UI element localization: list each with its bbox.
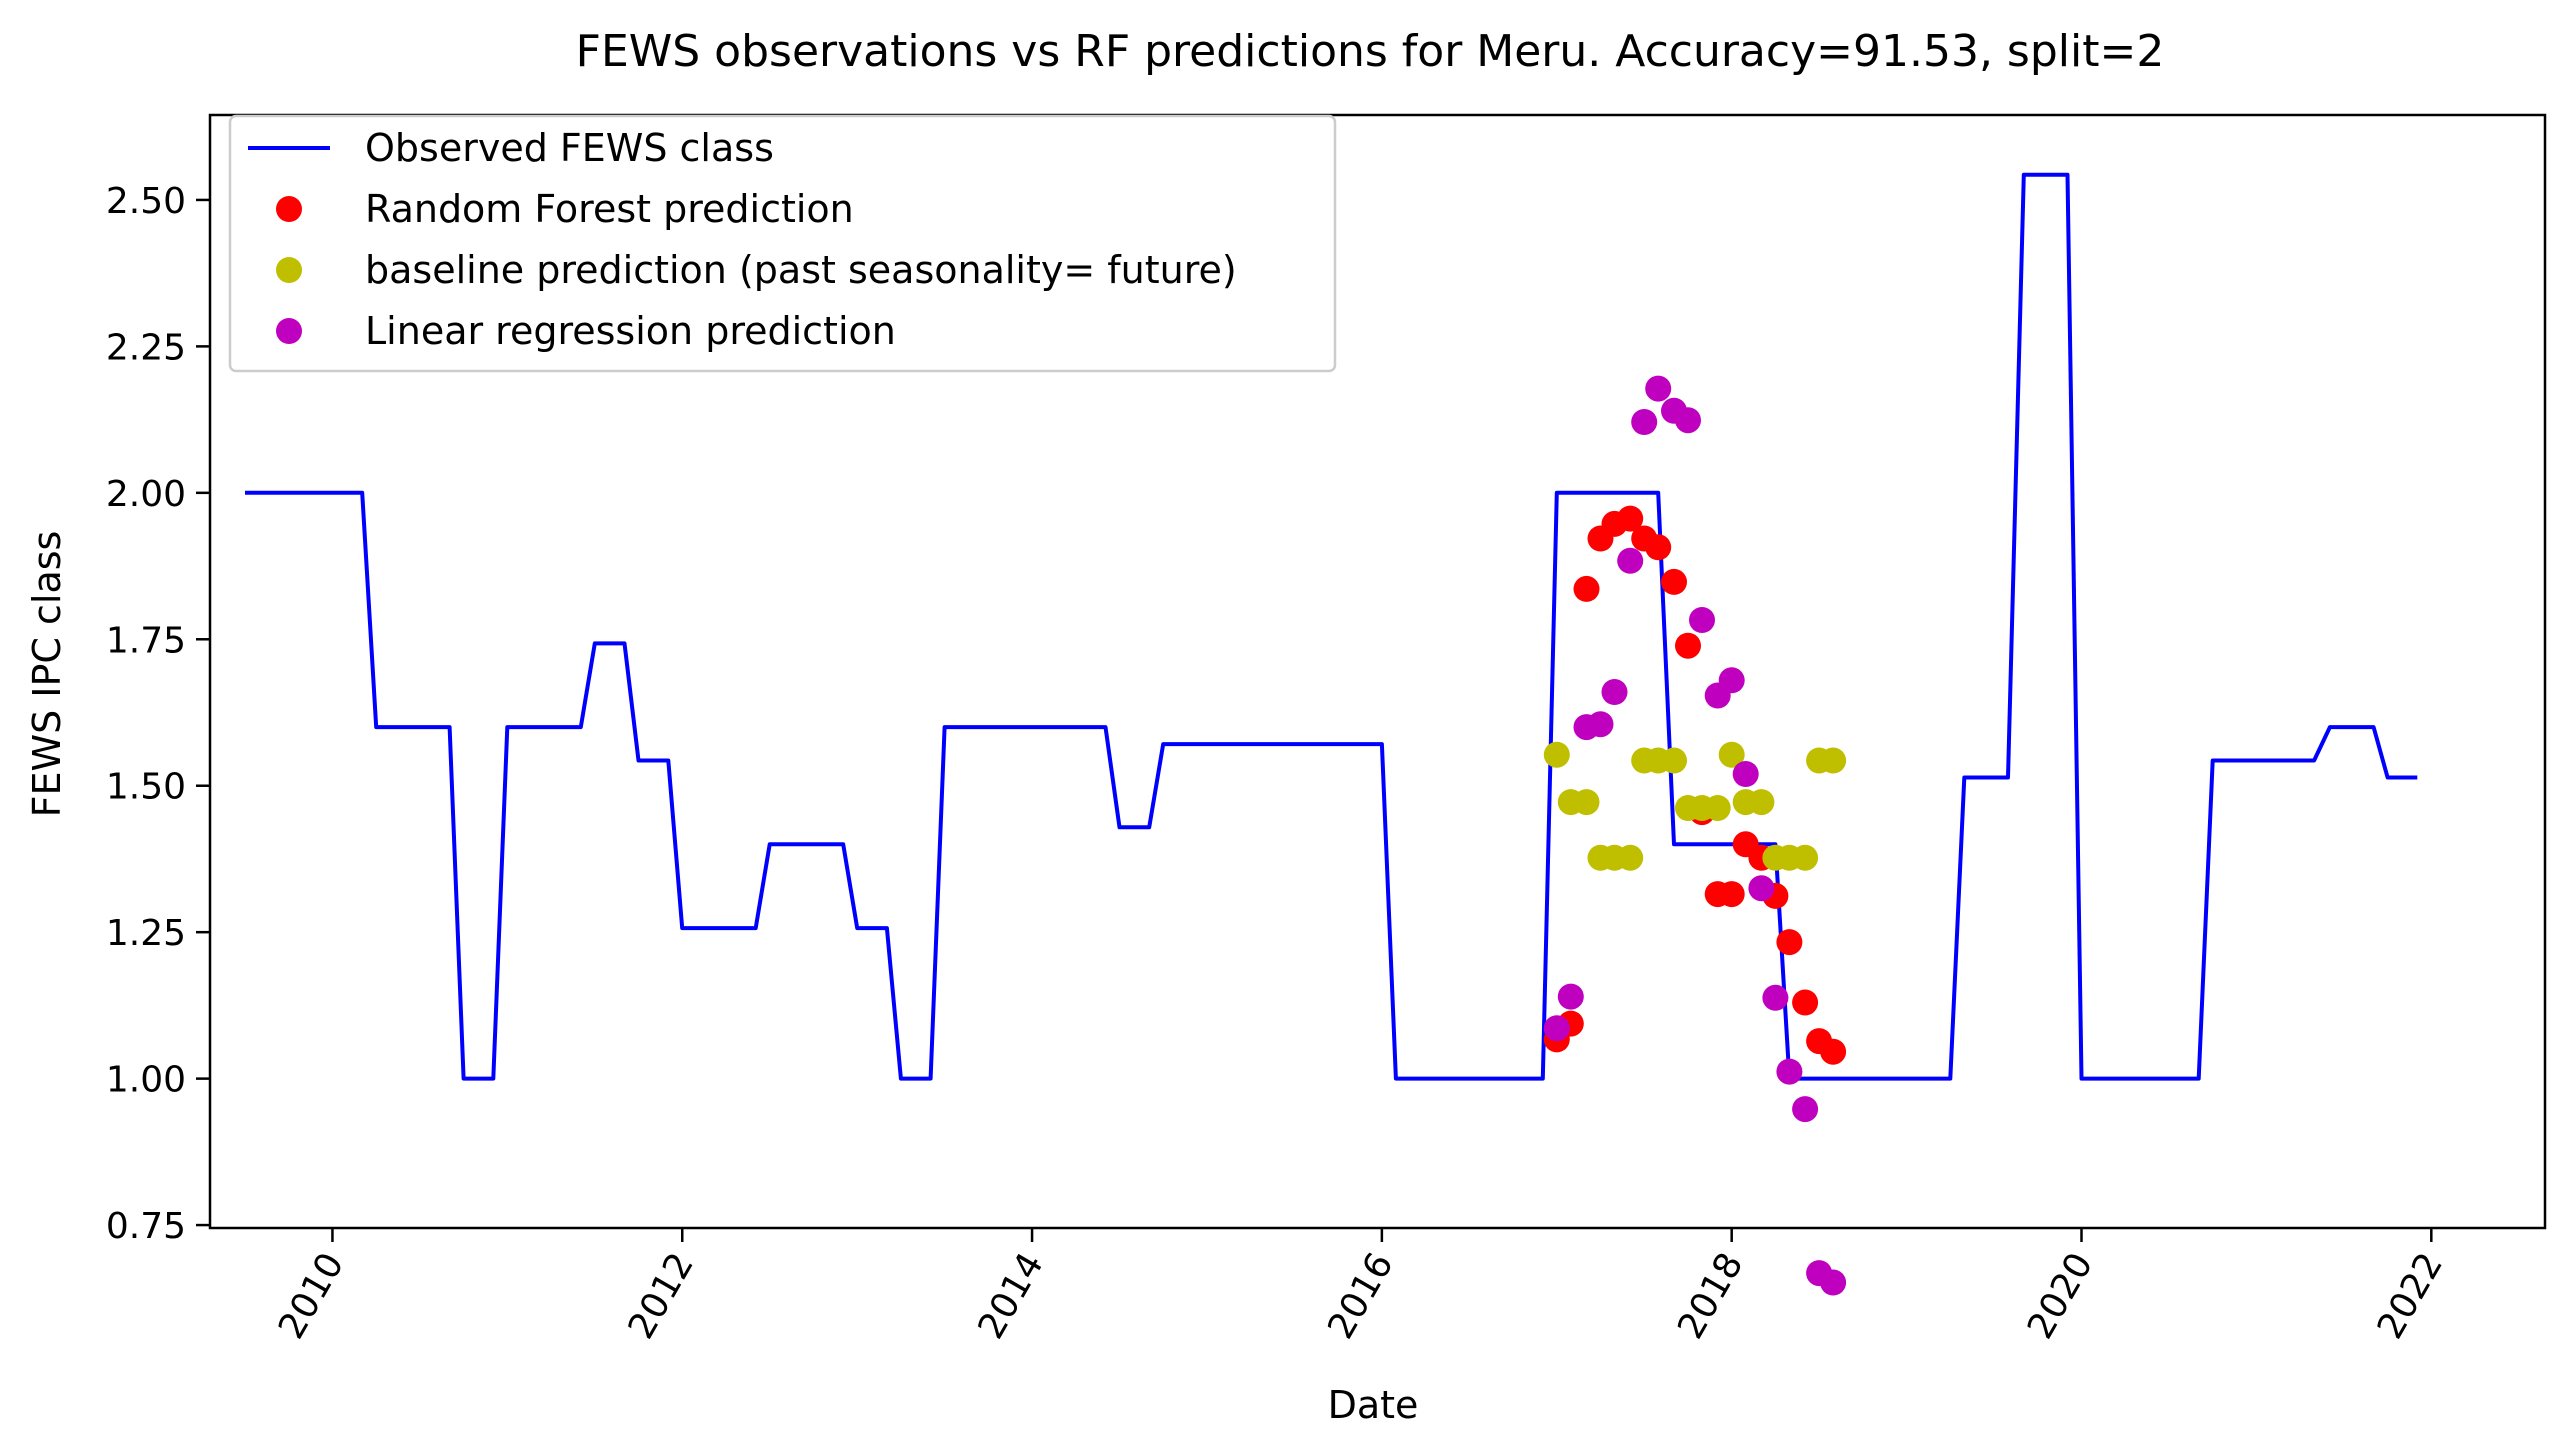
legend-marker-swatch — [276, 318, 302, 344]
legend-marker-swatch — [276, 196, 302, 222]
legend-label: baseline prediction (past seasonality= f… — [365, 248, 1237, 292]
series-2-point-17 — [1792, 844, 1819, 871]
y-tick-label: 2.25 — [106, 327, 186, 368]
series-3-point-19 — [1820, 1269, 1847, 1296]
plot-series — [245, 172, 2418, 1296]
x-tick-label: 2010 — [271, 1246, 352, 1346]
x-axis: 2010 2012 2014 2016 2018 2020 2022 — [271, 1228, 2451, 1346]
series-3-point-0 — [1543, 1015, 1570, 1042]
y-axis: 0.75 1.00 1.25 1.50 1.75 2.00 2.25 2.50 — [106, 181, 210, 1247]
series-3-point-9 — [1675, 407, 1701, 434]
series-1-point-17 — [1792, 989, 1819, 1016]
series-2-point-5 — [1617, 844, 1644, 871]
series-3-point-5 — [1617, 547, 1644, 574]
legend-label: Observed FEWS class — [365, 126, 774, 170]
x-tick-label: 2012 — [621, 1246, 702, 1346]
y-tick-label: 2.00 — [106, 474, 186, 515]
series-3-point-7 — [1645, 375, 1672, 402]
series-1-point-16 — [1776, 929, 1803, 956]
legend: Observed FEWS class Random Forest predict… — [228, 114, 1337, 373]
y-tick-label: 1.50 — [106, 767, 186, 808]
series-3-point-6 — [1631, 409, 1658, 435]
series-1-point-19 — [1820, 1038, 1847, 1065]
y-tick-label: 1.25 — [106, 913, 186, 954]
series-3-point-16 — [1776, 1058, 1803, 1085]
y-tick-label: 1.00 — [106, 1060, 186, 1101]
legend-marker-swatch — [276, 257, 302, 283]
series-3-point-3 — [1587, 711, 1614, 738]
x-tick-label: 2020 — [2020, 1246, 2101, 1346]
series-3-point-15 — [1762, 984, 1789, 1011]
series-2-point-8 — [1661, 747, 1687, 774]
series-1-point-2 — [1573, 575, 1600, 602]
series-2-point-12 — [1718, 741, 1745, 768]
legend-box — [228, 114, 1337, 373]
chart-title: FEWS observations vs RF predictions for … — [576, 26, 2165, 77]
series-1-point-5 — [1617, 505, 1644, 532]
x-tick-label: 2022 — [2370, 1246, 2451, 1346]
series-1-point-8 — [1661, 568, 1687, 595]
series-2-point-11 — [1704, 795, 1731, 821]
series-3-point-4 — [1601, 679, 1628, 705]
legend-label: Random Forest prediction — [365, 187, 854, 231]
series-2-point-2 — [1573, 789, 1600, 816]
observed-fews-class-line — [245, 172, 2418, 1081]
series-1-point-9 — [1675, 632, 1701, 659]
series-1-point-12 — [1718, 881, 1745, 908]
x-tick-label: 2016 — [1320, 1246, 1401, 1346]
series-2-point-14 — [1748, 789, 1775, 816]
x-tick-label: 2014 — [971, 1246, 1052, 1346]
y-tick-label: 0.75 — [106, 1206, 186, 1247]
series-3-point-10 — [1689, 607, 1715, 633]
plot-frame — [208, 113, 2547, 1230]
series-3-point-1 — [1557, 983, 1584, 1010]
legend-label: Linear regression prediction — [365, 309, 896, 353]
series-3-point-12 — [1718, 667, 1745, 694]
series-2-point-19 — [1820, 747, 1847, 774]
y-tick-label: 1.75 — [106, 620, 186, 661]
series-3-point-14 — [1748, 875, 1775, 902]
series-3-point-17 — [1792, 1096, 1819, 1123]
y-axis-title: FEWS IPC class — [25, 531, 69, 818]
series-3-point-13 — [1732, 761, 1759, 787]
series-2-point-0 — [1543, 741, 1570, 768]
x-tick-label: 2018 — [1670, 1246, 1751, 1346]
series-1-point-7 — [1645, 534, 1672, 561]
y-tick-label: 2.50 — [106, 181, 186, 222]
x-axis-title: Date — [1328, 1383, 1419, 1427]
